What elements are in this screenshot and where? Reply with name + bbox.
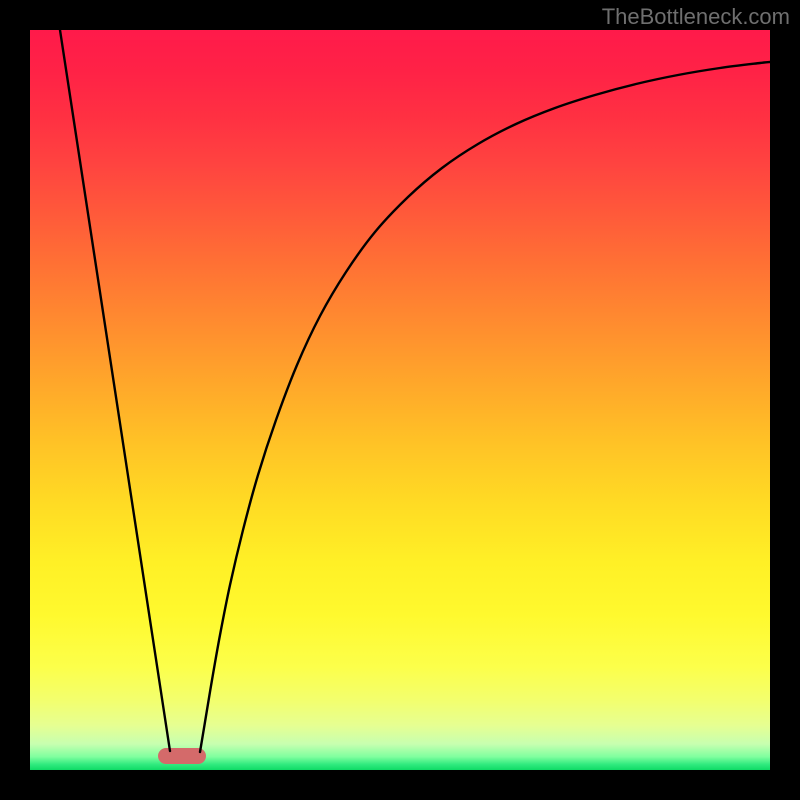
optimal-marker [158,748,206,764]
bottleneck-chart [0,0,800,800]
plot-area [30,30,770,770]
watermark-text: TheBottleneck.com [602,4,790,30]
chart-container: TheBottleneck.com [0,0,800,800]
